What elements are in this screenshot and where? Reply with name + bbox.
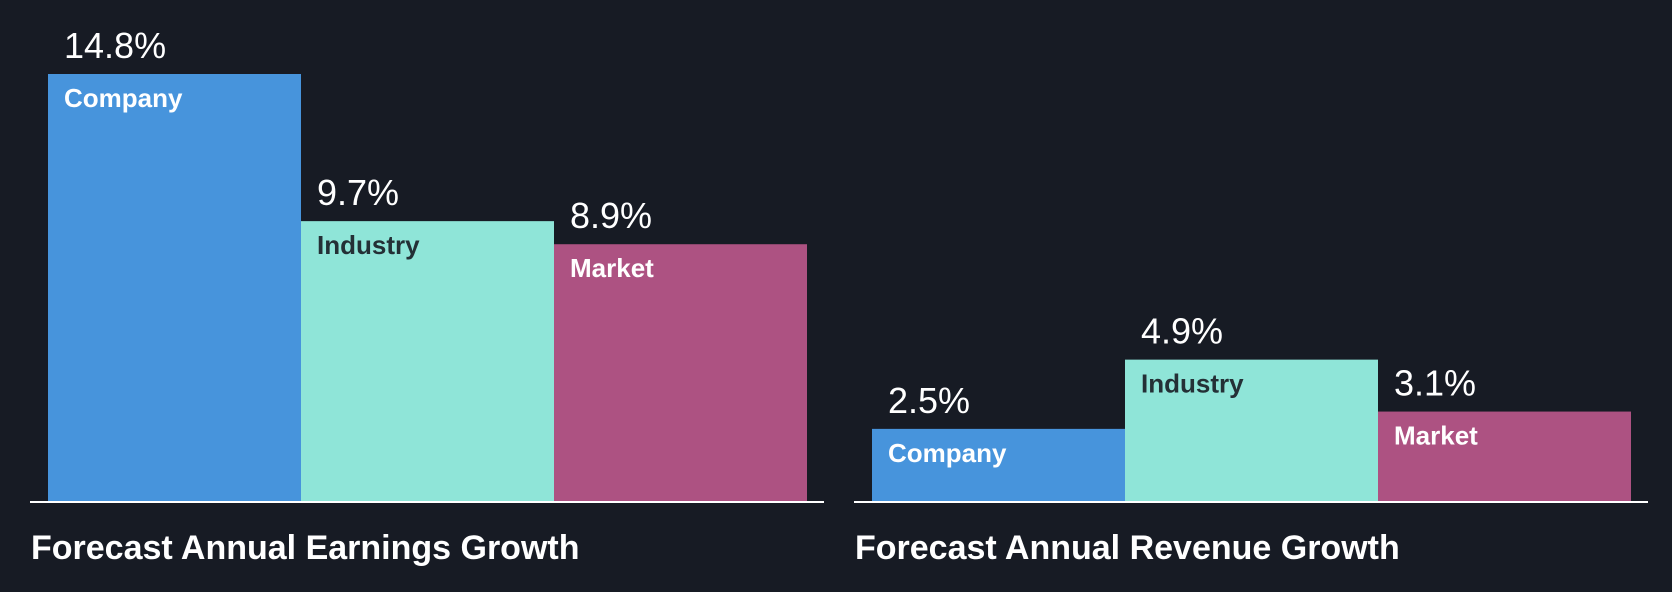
- revenue-growth-chart: 2.5% Company 4.9% Industry 3.1% Market: [854, 311, 1648, 503]
- earnings-bar-company: [48, 74, 301, 501]
- earnings-category-label-market: Market: [570, 253, 654, 283]
- earnings-value-label-company: 14.8%: [64, 25, 166, 66]
- revenue-value-label-company: 2.5%: [888, 380, 970, 421]
- revenue-chart-title: Forecast Annual Revenue Growth: [855, 529, 1400, 567]
- revenue-bar-industry: [1125, 359, 1378, 501]
- revenue-bar-market: [1378, 411, 1631, 501]
- earnings-category-label-industry: Industry: [317, 230, 420, 260]
- revenue-value-label-industry: 4.9%: [1141, 311, 1223, 352]
- revenue-bar-company: [872, 428, 1125, 501]
- revenue-value-label-market: 3.1%: [1394, 363, 1476, 404]
- earnings-bar-market: [554, 244, 807, 502]
- revenue-category-label-company: Company: [888, 438, 1007, 468]
- earnings-value-label-industry: 9.7%: [317, 172, 399, 213]
- earnings-category-label-company: Company: [64, 83, 183, 113]
- revenue-category-label-industry: Industry: [1141, 369, 1244, 399]
- earnings-growth-chart: 14.8% Company 9.7% Industry 8.9% Market: [30, 25, 824, 503]
- earnings-bar-industry: [301, 221, 554, 501]
- earnings-chart-title: Forecast Annual Earnings Growth: [31, 529, 579, 567]
- revenue-category-label-market: Market: [1394, 421, 1478, 451]
- earnings-value-label-market: 8.9%: [570, 195, 652, 236]
